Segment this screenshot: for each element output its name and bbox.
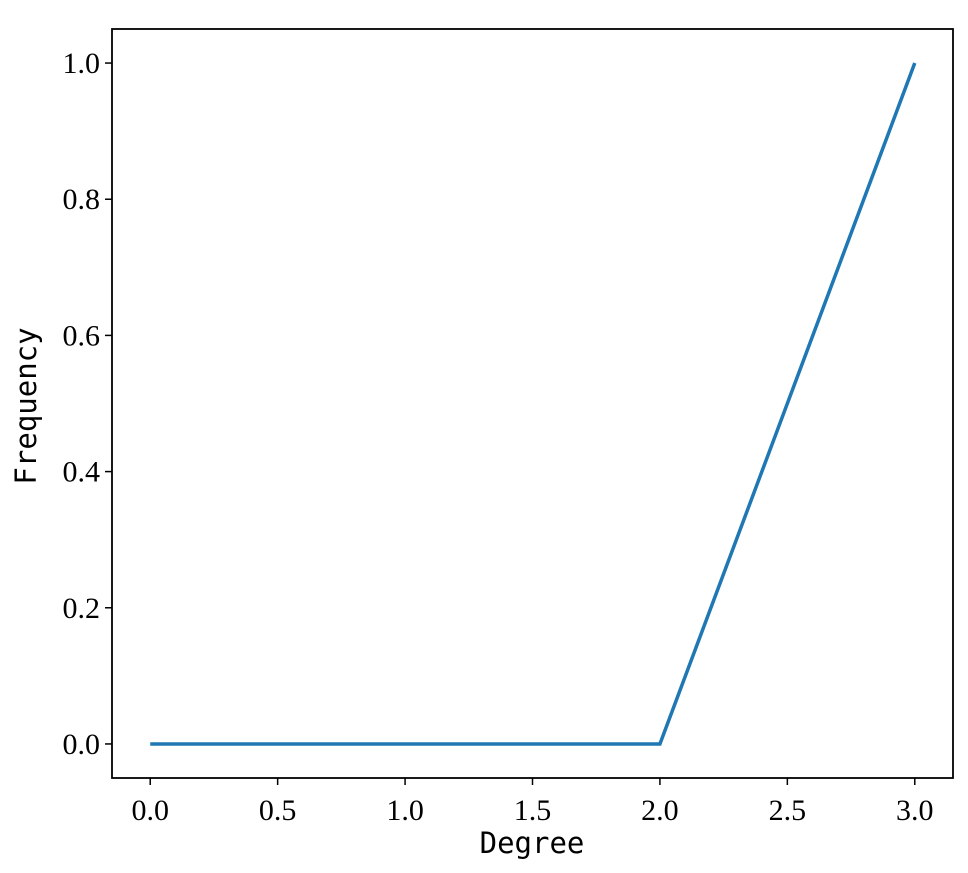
y-tick-label: 0.2: [63, 592, 101, 625]
line-series: [150, 62, 917, 746]
x-tick-label: 1.0: [386, 794, 424, 827]
plot-frame: [111, 28, 954, 779]
y-tick-label: 0.0: [63, 728, 101, 761]
y-tick-label: 0.6: [63, 319, 101, 352]
y-axis-label: Frequency: [9, 327, 43, 484]
x-axis-label: Degree: [480, 826, 585, 860]
x-tick-label: 1.5: [514, 794, 552, 827]
x-tick-label: 0.5: [259, 794, 297, 827]
y-tick-label: 1.0: [63, 47, 101, 80]
y-tick-label: 0.4: [63, 456, 101, 489]
x-tick-label: 2.0: [641, 794, 679, 827]
y-tick-label: 0.8: [63, 183, 101, 216]
x-tick-label: 0.0: [131, 794, 169, 827]
x-tick-label: 2.5: [769, 794, 807, 827]
x-tick-label: 3.0: [896, 794, 934, 827]
